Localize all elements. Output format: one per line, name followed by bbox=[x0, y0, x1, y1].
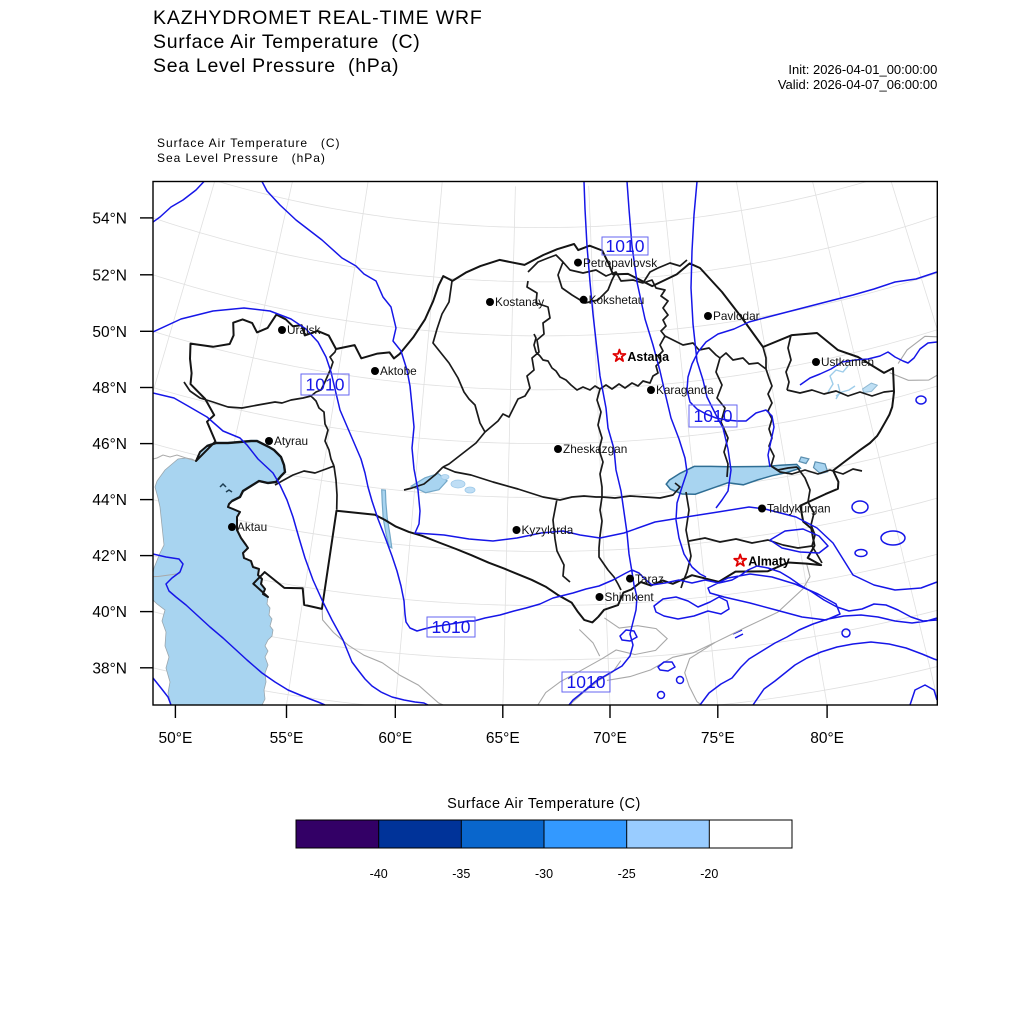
svg-text:75°E: 75°E bbox=[701, 730, 735, 747]
svg-text:Kokshetau: Kokshetau bbox=[589, 293, 645, 307]
svg-text:-20: -20 bbox=[700, 867, 718, 881]
svg-text:-40: -40 bbox=[370, 867, 388, 881]
svg-text:1010: 1010 bbox=[432, 617, 471, 637]
svg-text:1010: 1010 bbox=[306, 375, 345, 395]
svg-text:40°N: 40°N bbox=[92, 604, 127, 621]
svg-text:46°N: 46°N bbox=[92, 436, 127, 453]
svg-text:50°E: 50°E bbox=[159, 730, 193, 747]
svg-text:Surface Air Temperature (C): Surface Air Temperature (C) bbox=[447, 796, 641, 812]
svg-text:1010: 1010 bbox=[606, 236, 645, 256]
svg-text:Pavlodar: Pavlodar bbox=[713, 309, 760, 323]
svg-text:Ustkamen: Ustkamen bbox=[821, 355, 874, 369]
svg-text:Karaganda: Karaganda bbox=[656, 383, 714, 397]
svg-text:Astana: Astana bbox=[627, 350, 670, 364]
svg-text:-35: -35 bbox=[452, 867, 470, 881]
svg-text:Kyzylorda: Kyzylorda bbox=[522, 523, 574, 537]
svg-text:-30: -30 bbox=[535, 867, 553, 881]
svg-text:48°N: 48°N bbox=[92, 380, 127, 397]
svg-text:80°E: 80°E bbox=[810, 730, 844, 747]
svg-text:Shimkent: Shimkent bbox=[605, 590, 655, 604]
svg-text:-25: -25 bbox=[618, 867, 636, 881]
svg-text:50°N: 50°N bbox=[92, 324, 127, 341]
svg-text:Taldykurgan: Taldykurgan bbox=[767, 502, 831, 516]
svg-text:Petropavlovsk: Petropavlovsk bbox=[583, 256, 657, 270]
svg-text:Zheskazgan: Zheskazgan bbox=[563, 442, 627, 456]
svg-text:42°N: 42°N bbox=[92, 548, 127, 565]
svg-text:1010: 1010 bbox=[694, 406, 733, 426]
svg-text:1010: 1010 bbox=[567, 672, 606, 692]
svg-text:65°E: 65°E bbox=[486, 730, 520, 747]
svg-text:54°N: 54°N bbox=[92, 210, 127, 227]
svg-text:Aktau: Aktau bbox=[237, 520, 267, 534]
svg-text:55°E: 55°E bbox=[270, 730, 304, 747]
svg-text:44°N: 44°N bbox=[92, 492, 127, 509]
svg-text:Uralsk: Uralsk bbox=[287, 323, 321, 337]
svg-text:Kostanay: Kostanay bbox=[495, 295, 544, 309]
svg-text:Taraz: Taraz bbox=[635, 572, 664, 586]
svg-text:70°E: 70°E bbox=[593, 730, 627, 747]
svg-text:52°N: 52°N bbox=[92, 267, 127, 284]
svg-text:Atyrau: Atyrau bbox=[274, 434, 308, 448]
svg-text:60°E: 60°E bbox=[378, 730, 412, 747]
svg-text:38°N: 38°N bbox=[92, 660, 127, 677]
svg-text:Aktobe: Aktobe bbox=[380, 364, 417, 378]
svg-text:Almaty: Almaty bbox=[748, 555, 790, 569]
